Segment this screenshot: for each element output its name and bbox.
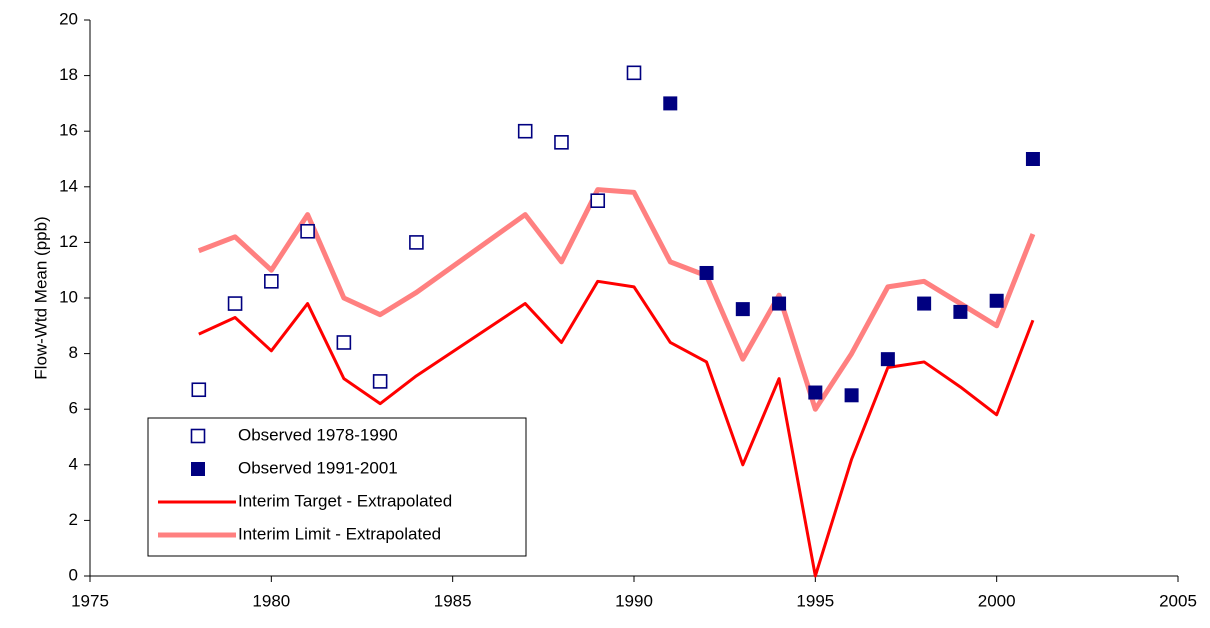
open-square-marker bbox=[264, 274, 279, 289]
filled-square-marker bbox=[953, 304, 968, 319]
filled-square-marker bbox=[880, 352, 895, 367]
y-tick-label: 14 bbox=[59, 176, 78, 195]
filled-square-marker bbox=[844, 388, 859, 403]
filled-square-marker bbox=[917, 296, 932, 311]
legend-label: Observed 1978-1990 bbox=[238, 425, 398, 444]
y-tick-label: 8 bbox=[69, 343, 78, 362]
open-square-marker bbox=[626, 65, 642, 81]
y-tick-label: 20 bbox=[59, 9, 78, 28]
legend-symbol bbox=[191, 462, 205, 476]
x-tick-label: 2005 bbox=[1159, 591, 1197, 610]
y-tick-label: 12 bbox=[59, 232, 78, 251]
filled-square-marker bbox=[808, 385, 823, 400]
x-tick-label: 2000 bbox=[978, 591, 1016, 610]
y-tick-label: 4 bbox=[69, 454, 78, 473]
open-square-marker bbox=[409, 235, 424, 250]
open-square-marker bbox=[554, 135, 569, 150]
legend-label: Interim Target - Extrapolated bbox=[238, 491, 452, 510]
open-square-marker bbox=[336, 335, 352, 350]
series-line bbox=[197, 187, 1036, 412]
open-square-marker bbox=[300, 223, 315, 239]
y-tick-label: 18 bbox=[59, 65, 78, 84]
y-tick-label: 10 bbox=[59, 287, 78, 306]
open-square-marker bbox=[590, 193, 606, 208]
filled-square-marker bbox=[663, 96, 678, 111]
open-square-marker bbox=[227, 296, 243, 311]
legend-symbol bbox=[190, 428, 206, 444]
filled-square-marker bbox=[1025, 152, 1040, 166]
y-axis-label: Flow-Wtd Mean (ppb) bbox=[31, 216, 50, 379]
x-tick-label: 1995 bbox=[796, 591, 834, 610]
open-square-marker bbox=[191, 382, 207, 398]
open-square-marker bbox=[517, 123, 533, 139]
y-tick-label: 6 bbox=[69, 399, 78, 418]
x-tick-label: 1985 bbox=[434, 591, 472, 610]
open-square-marker bbox=[372, 374, 388, 389]
legend-label: Observed 1991-2001 bbox=[238, 458, 398, 477]
x-tick-label: 1975 bbox=[71, 591, 109, 610]
x-tick-label: 1990 bbox=[615, 591, 653, 610]
y-tick-label: 0 bbox=[69, 565, 78, 584]
y-tick-label: 2 bbox=[69, 510, 78, 529]
y-tick-label: 16 bbox=[59, 121, 78, 140]
legend-label: Interim Limit - Extrapolated bbox=[238, 524, 441, 543]
filled-square-marker bbox=[772, 296, 787, 311]
filled-square-marker bbox=[699, 265, 714, 280]
x-tick-label: 1980 bbox=[252, 591, 290, 610]
filled-square-marker bbox=[735, 302, 750, 317]
filled-square-marker bbox=[989, 293, 1004, 308]
series-line bbox=[198, 279, 1035, 578]
